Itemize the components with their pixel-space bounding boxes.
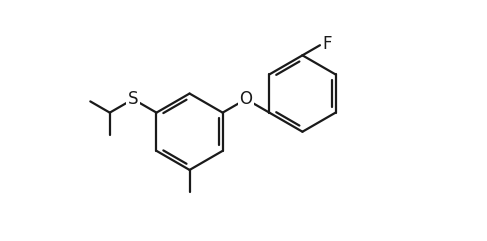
Text: F: F [322,35,332,53]
Text: O: O [240,90,252,108]
Text: S: S [128,90,138,108]
